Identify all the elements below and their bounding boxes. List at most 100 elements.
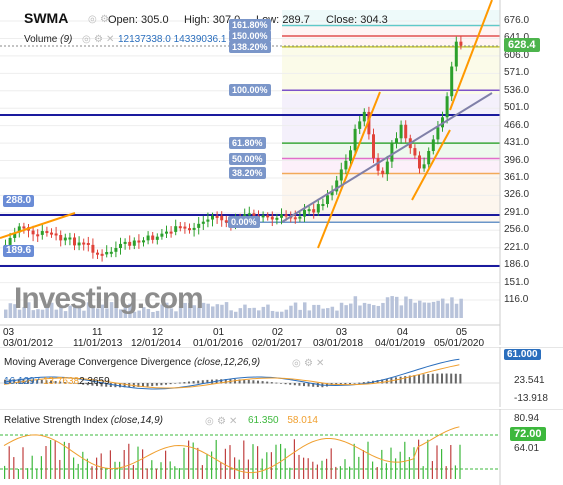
rsi-chart[interactable]	[0, 409, 563, 485]
volume-bar	[339, 302, 344, 318]
macd-histogram-bar	[77, 383, 80, 385]
macd-visibility-icon[interactable]: ◎	[292, 358, 301, 369]
fib-level-tag: 138.20%	[229, 40, 271, 53]
macd-title: Moving Average Convergence Divergence	[4, 357, 192, 368]
macd-histogram-bar	[293, 383, 296, 386]
macd-histogram-bar	[119, 383, 121, 388]
macd-close-icon[interactable]: ✕	[316, 358, 325, 369]
macd-histogram-bar	[100, 383, 103, 387]
candle	[395, 138, 398, 144]
macd-histogram-bar	[109, 383, 112, 387]
volume-bar	[40, 309, 45, 318]
open-label: Open:	[108, 14, 138, 26]
candle	[96, 252, 99, 255]
rsi-bar	[431, 461, 433, 479]
macd-histogram-bar	[257, 380, 259, 384]
price-chart[interactable]	[0, 0, 563, 345]
candle	[316, 204, 320, 213]
rsi-bar	[201, 465, 203, 479]
candle	[188, 228, 191, 231]
candle	[54, 233, 58, 236]
macd-histogram-bar	[220, 379, 223, 384]
volume-bar	[312, 304, 316, 318]
volume-label: Volume	[24, 34, 58, 45]
candle	[211, 215, 214, 220]
x-axis-date-label: 05/01/2020	[434, 338, 485, 349]
candle	[422, 164, 426, 169]
visibility-icon[interactable]: ◎	[88, 14, 97, 25]
volume-bar	[431, 301, 436, 318]
rsi-bar	[165, 450, 167, 479]
candle	[270, 216, 274, 220]
rsi-bar	[293, 439, 295, 479]
fib-level-tag: 61.80%	[229, 137, 266, 150]
macd-chart[interactable]	[0, 347, 563, 407]
volume-bar	[151, 311, 155, 318]
volume-bar	[293, 302, 298, 318]
macd-histogram-bar	[266, 381, 269, 384]
volume-bar	[459, 298, 463, 318]
candle	[330, 191, 334, 196]
candle	[261, 215, 265, 218]
rsi-bar	[128, 443, 130, 479]
candle	[381, 170, 385, 175]
macd-histogram-bar	[298, 383, 301, 386]
macd-histogram-bar	[289, 383, 292, 385]
volume-bar	[27, 302, 31, 318]
volume-bar	[96, 308, 100, 318]
macd-histogram-bar	[188, 381, 190, 384]
candle	[82, 242, 86, 245]
rsi-bar	[450, 445, 452, 479]
volume-bar	[206, 303, 210, 318]
settings-icon[interactable]: ⚙	[100, 14, 109, 25]
volume-bar	[188, 303, 192, 318]
rsi-bar	[31, 455, 33, 479]
volume-bar	[335, 310, 339, 318]
candle	[450, 66, 454, 97]
rsi-values: 61.350 58.014	[248, 415, 318, 426]
rsi-bar	[77, 463, 79, 479]
macd-axis-top: 61.000	[504, 349, 541, 360]
macd-histogram-bar	[422, 374, 425, 384]
x-axis-tick-label: 05	[456, 327, 468, 338]
price-axis-label: 221.0	[504, 241, 530, 253]
rsi-bar	[229, 445, 231, 479]
rsi-bar	[358, 456, 360, 479]
volume-settings-icon[interactable]: ⚙	[94, 34, 103, 45]
volume-bar	[303, 302, 307, 318]
candle	[36, 234, 40, 237]
rsi-bar	[408, 457, 410, 479]
macd-histogram-bar	[344, 383, 347, 385]
macd-settings-icon[interactable]: ⚙	[304, 358, 313, 369]
macd-histogram-bar	[146, 383, 149, 387]
rsi-close-icon[interactable]: ✕	[229, 416, 238, 427]
volume-bar	[367, 303, 371, 318]
volume-bar	[17, 309, 22, 318]
macd-histogram-bar	[399, 376, 402, 384]
ohlc-open: Open: 305.0	[108, 14, 169, 26]
trendline-diagonal	[281, 92, 493, 223]
rsi-visibility-icon[interactable]: ◎	[205, 416, 214, 427]
macd-histogram-bar	[86, 383, 89, 386]
rsi-settings-icon[interactable]: ⚙	[217, 416, 226, 427]
macd-signal-value: 13.7638	[42, 376, 80, 387]
candle	[169, 231, 173, 234]
rsi-bar	[441, 449, 443, 479]
x-axis-tick-label: 11	[92, 327, 103, 338]
volume-visibility-icon[interactable]: ◎	[82, 34, 91, 45]
macd-histogram-bar	[82, 383, 85, 385]
volume-bar	[441, 298, 445, 318]
rsi-bar	[220, 462, 222, 479]
fib-level-tag: 161.80%	[229, 19, 271, 32]
candle	[132, 240, 136, 246]
volume-bar	[36, 309, 40, 318]
candle	[445, 96, 449, 118]
volume-close-icon[interactable]: ✕	[106, 34, 115, 45]
macd-histogram-bar	[353, 383, 356, 384]
volume-bar	[316, 304, 321, 318]
candle	[404, 124, 408, 139]
trendline-channel-left	[317, 91, 381, 249]
macd-histogram-bar	[160, 383, 163, 386]
volume-bar	[289, 305, 293, 318]
candle	[307, 209, 311, 212]
